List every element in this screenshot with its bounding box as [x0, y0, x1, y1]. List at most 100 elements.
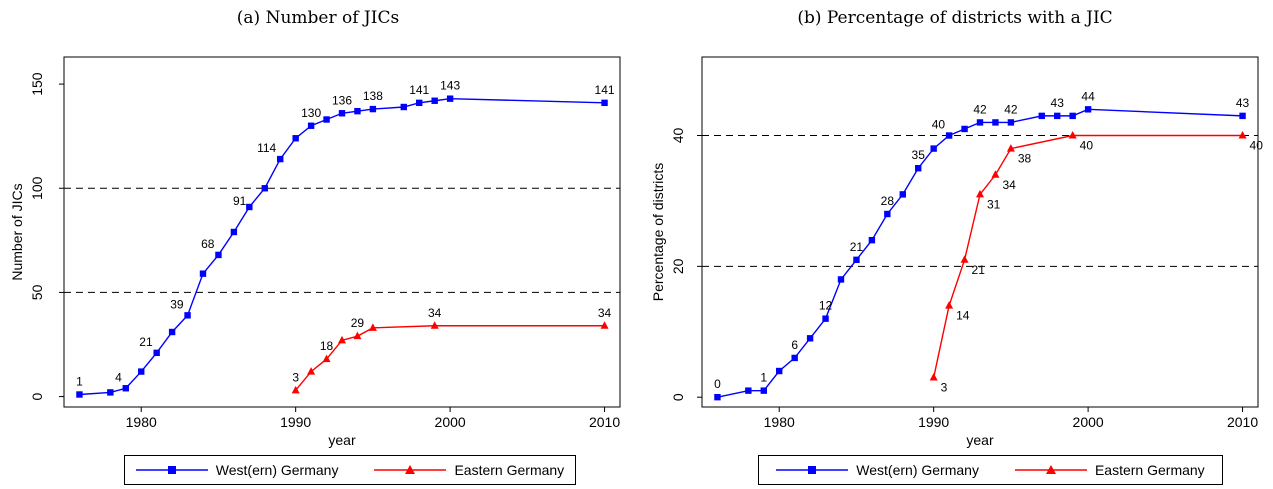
- data-point-west-ern-germany: [976, 119, 984, 126]
- x-axis-label: year: [328, 432, 356, 448]
- data-point-eastern-germany: [430, 321, 439, 329]
- data-label-west-ern-germany: 35: [912, 148, 926, 162]
- legend-item-west: West(ern) Germany: [776, 462, 979, 478]
- data-label-west-ern-germany: 143: [440, 79, 460, 93]
- data-point-west-ern-germany: [837, 276, 845, 283]
- x-tick-label-1990: 1990: [280, 414, 311, 430]
- data-label-west-ern-germany: 141: [409, 83, 429, 97]
- data-label-eastern-germany: 31: [987, 197, 1001, 211]
- data-point-west-ern-germany: [431, 97, 438, 104]
- data-label-eastern-germany: 18: [320, 339, 334, 353]
- data-point-west-ern-germany: [760, 387, 767, 394]
- chart-title: (a) Number of JICs: [236, 8, 400, 28]
- data-point-west-ern-germany: [122, 385, 129, 392]
- data-point-west-ern-germany: [446, 95, 454, 102]
- data-point-eastern-germany: [368, 323, 377, 331]
- data-label-west-ern-germany: 1: [760, 371, 767, 385]
- data-label-west-ern-germany: 42: [973, 102, 987, 116]
- data-point-eastern-germany: [291, 385, 300, 394]
- chart-svg-percentage-of-districts: 1980 1990 2000 2010 0 20 40 year Percentage of d…: [650, 56, 1264, 448]
- data-point-west-ern-germany: [899, 191, 906, 198]
- data-label-eastern-germany: 34: [1002, 178, 1016, 192]
- legend-item-west: West(ern) Germany: [135, 462, 339, 478]
- x-tick-label-1980: 1980: [764, 414, 795, 430]
- data-label-west-ern-germany: 43: [1236, 96, 1250, 110]
- data-point-west-ern-germany: [930, 145, 937, 152]
- chart-legend: West(ern) Germany Eastern Germany: [124, 455, 576, 485]
- data-point-west-ern-germany: [1084, 106, 1092, 113]
- plot-frame: [63, 56, 621, 408]
- data-point-eastern-germany: [991, 170, 1000, 178]
- data-label-west-ern-germany: 138: [363, 89, 383, 103]
- data-label-west-ern-germany: 28: [881, 194, 895, 208]
- data-point-west-ern-germany: [338, 110, 346, 117]
- data-point-west-ern-germany: [1239, 112, 1246, 120]
- data-point-west-ern-germany: [230, 228, 238, 236]
- x-tick-label-2010: 2010: [1227, 414, 1258, 430]
- data-point-west-ern-germany: [884, 210, 891, 218]
- data-label-eastern-germany: 3: [292, 370, 299, 384]
- legend-item-east: Eastern Germany: [374, 462, 564, 478]
- data-label-west-ern-germany: 42: [1004, 102, 1018, 116]
- data-point-eastern-germany: [1068, 131, 1077, 139]
- data-point-eastern-germany: [929, 373, 938, 381]
- data-label-west-ern-germany: 39: [170, 297, 184, 311]
- data-label-west-ern-germany: 21: [139, 335, 153, 349]
- data-point-west-ern-germany: [138, 368, 145, 375]
- y-axis-label: Number of JICs: [9, 183, 25, 280]
- x-tick-label-2000: 2000: [435, 414, 466, 430]
- data-label-eastern-germany: 3: [941, 381, 948, 395]
- y-tick-label-100: 100: [29, 176, 45, 200]
- data-point-west-ern-germany: [868, 236, 876, 244]
- legend-line-east-icon: [1014, 465, 1087, 474]
- series-line-eastern-germany: [295, 325, 605, 391]
- x-tick-label-1990: 1990: [918, 414, 949, 430]
- plot-frame: [701, 56, 1259, 408]
- data-label-eastern-germany: 21: [972, 263, 986, 277]
- data-label-west-ern-germany: 136: [332, 93, 352, 107]
- data-point-west-ern-germany: [714, 393, 721, 401]
- y-tick-label-0: 0: [29, 392, 45, 400]
- legend-line-west-icon: [776, 466, 849, 474]
- data-point-eastern-germany: [600, 321, 609, 329]
- data-point-eastern-germany: [1238, 131, 1247, 139]
- data-point-west-ern-germany: [292, 135, 299, 142]
- data-point-west-ern-germany: [246, 203, 253, 211]
- y-tick-label-0: 0: [670, 393, 686, 401]
- data-label-west-ern-germany: 6: [791, 338, 798, 352]
- chart-legend: West(ern) Germany Eastern Germany: [758, 455, 1223, 485]
- data-point-west-ern-germany: [184, 312, 191, 319]
- data-point-west-ern-germany: [806, 335, 814, 342]
- data-point-west-ern-germany: [168, 328, 176, 336]
- data-point-west-ern-germany: [1069, 112, 1076, 120]
- data-point-west-ern-germany: [1054, 112, 1061, 120]
- data-label-eastern-germany: 40: [1250, 139, 1264, 153]
- data-point-west-ern-germany: [369, 105, 377, 113]
- data-point-eastern-germany: [353, 331, 362, 340]
- data-point-west-ern-germany: [791, 354, 798, 362]
- series-line-eastern-germany: [932, 134, 1243, 378]
- data-point-west-ern-germany: [1038, 112, 1045, 120]
- data-label-eastern-germany: 34: [598, 306, 612, 320]
- legend-line-east-icon: [374, 465, 447, 474]
- data-point-west-ern-germany: [601, 99, 608, 107]
- legend-label-west: West(ern) Germany: [215, 462, 339, 478]
- data-label-west-ern-germany: 40: [932, 118, 946, 132]
- data-point-eastern-germany: [1006, 144, 1015, 152]
- data-label-west-ern-germany: 21: [850, 240, 864, 254]
- data-point-west-ern-germany: [261, 185, 268, 192]
- data-point-west-ern-germany: [354, 107, 361, 115]
- legend-label-east: Eastern Germany: [454, 462, 565, 478]
- legend-line-west-icon: [135, 466, 208, 474]
- y-tick-label-20: 20: [670, 258, 686, 274]
- legend-label-east: Eastern Germany: [1094, 462, 1205, 478]
- data-point-eastern-germany: [307, 367, 316, 375]
- x-tick-label-2010: 2010: [589, 414, 620, 430]
- data-point-eastern-germany: [322, 354, 331, 363]
- data-point-west-ern-germany: [153, 349, 160, 357]
- data-label-west-ern-germany: 91: [233, 194, 247, 208]
- data-point-west-ern-germany: [107, 389, 114, 396]
- x-axis-label: year: [966, 432, 994, 448]
- data-point-west-ern-germany: [915, 165, 922, 172]
- data-label-eastern-germany: 40: [1080, 139, 1094, 153]
